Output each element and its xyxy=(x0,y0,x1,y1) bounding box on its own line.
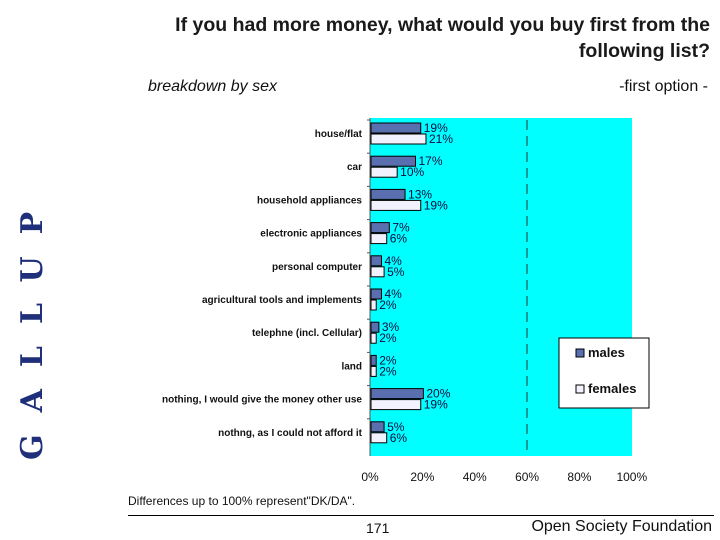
category-label: nothing, I would give the money other us… xyxy=(162,395,362,406)
bar-females xyxy=(370,166,398,178)
x-tick-label: 100% xyxy=(616,470,647,484)
bar-males xyxy=(370,155,417,167)
chart-subtitle: breakdown by sex xyxy=(148,78,277,95)
value-label-females: 6% xyxy=(390,232,408,246)
value-label-males: 2% xyxy=(379,353,397,367)
bar-females xyxy=(370,299,377,311)
category-label: nothng, as I could not afford it xyxy=(218,428,363,439)
x-tick-label: 80% xyxy=(567,470,591,484)
x-tick-label: 0% xyxy=(361,470,379,484)
category-label: house/flat xyxy=(315,129,363,140)
value-label-males: 3% xyxy=(382,320,400,334)
value-label-females: 2% xyxy=(379,298,397,312)
bar-females xyxy=(370,332,377,344)
page-title: If you had more money, what would you bu… xyxy=(175,14,710,62)
bar-females xyxy=(370,432,388,444)
bar-males xyxy=(370,288,382,300)
bar-males xyxy=(370,222,390,234)
bar-males xyxy=(370,255,382,267)
legend-box xyxy=(558,337,650,409)
value-label-females: 2% xyxy=(379,364,397,378)
gallup-logo: GALLUP xyxy=(15,190,50,460)
legend-swatch-females xyxy=(575,384,585,394)
category-label: land xyxy=(341,361,362,372)
x-tick-label: 20% xyxy=(410,470,434,484)
value-label-males: 4% xyxy=(384,254,402,268)
bar-females xyxy=(370,365,377,377)
bar-females xyxy=(370,133,427,145)
category-label: electronic appliances xyxy=(260,229,362,240)
value-label-males: 5% xyxy=(387,420,405,434)
bar-females xyxy=(370,233,388,245)
footer-rule xyxy=(128,515,714,516)
bar-females xyxy=(370,199,422,211)
value-label-females: 5% xyxy=(387,265,405,279)
footnote: Differences up to 100% represent"DK/DA". xyxy=(128,494,356,508)
value-label-males: 17% xyxy=(419,154,443,168)
option-label: -first option - xyxy=(619,78,708,95)
bar-males xyxy=(370,321,380,333)
category-label: agricultural tools and implements xyxy=(202,295,362,306)
bar-males xyxy=(370,354,377,366)
value-label-females: 21% xyxy=(429,132,453,146)
value-label-males: 19% xyxy=(424,121,448,135)
bar-males xyxy=(370,122,422,134)
value-label-males: 13% xyxy=(408,187,432,201)
category-label: telephne (incl. Cellular) xyxy=(252,328,362,339)
organization-name: Open Society Foundation xyxy=(531,518,712,535)
value-label-females: 10% xyxy=(400,165,424,179)
bar-females xyxy=(370,399,422,411)
svg-text:GALLUP: GALLUP xyxy=(15,190,50,460)
category-label: car xyxy=(347,162,362,173)
bar-males xyxy=(370,421,385,433)
value-label-males: 7% xyxy=(392,221,410,235)
bar-females xyxy=(370,266,385,278)
x-tick-label: 40% xyxy=(463,470,487,484)
legend-label-males: males xyxy=(588,345,625,360)
value-label-females: 19% xyxy=(424,398,448,412)
bar-males xyxy=(370,388,424,400)
value-label-females: 2% xyxy=(379,331,397,345)
page-number: 171 xyxy=(366,520,390,536)
value-label-males: 20% xyxy=(426,387,450,401)
legend-label-females: females xyxy=(588,381,636,396)
bar-males xyxy=(370,188,406,200)
x-tick-label: 60% xyxy=(515,470,539,484)
value-label-females: 19% xyxy=(424,198,448,212)
category-label: personal computer xyxy=(272,262,362,273)
legend: males females xyxy=(558,337,650,409)
legend-swatch-males xyxy=(575,348,585,358)
value-label-females: 6% xyxy=(390,431,408,445)
value-label-males: 4% xyxy=(384,287,402,301)
category-label: household appliances xyxy=(257,195,362,206)
